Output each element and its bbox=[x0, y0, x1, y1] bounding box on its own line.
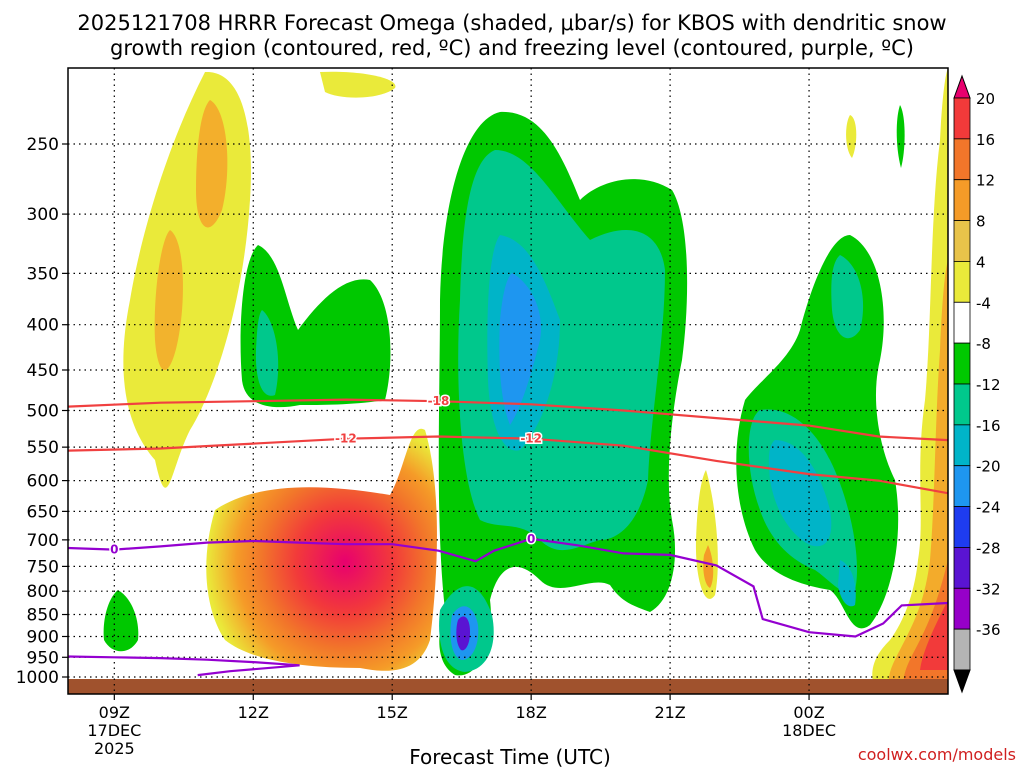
contour-line bbox=[68, 435, 948, 495]
omega-region-descent-main-midday-c3 bbox=[499, 273, 541, 425]
y-tick-label: 800 bbox=[27, 582, 59, 602]
contour-label: -18 bbox=[428, 394, 450, 408]
colorbar-label: -4 bbox=[976, 294, 991, 312]
colorbar-label: -32 bbox=[976, 580, 1001, 598]
contour-label: 0 bbox=[527, 532, 535, 546]
colorbar-bin bbox=[953, 465, 971, 507]
colorbar-bin bbox=[953, 383, 971, 426]
colorbar-bottom-arrow bbox=[953, 669, 971, 694]
colorbar-label: 20 bbox=[976, 90, 995, 108]
y-tick-label: 850 bbox=[27, 606, 59, 626]
omega-region-ascent-top bbox=[320, 71, 396, 98]
x-tick-label: 18Z bbox=[515, 703, 546, 722]
y-tick-label: 500 bbox=[27, 402, 59, 422]
y-tick-label: 600 bbox=[27, 472, 59, 492]
x-tick-label: 17DEC bbox=[87, 721, 141, 740]
colorbar-label: -20 bbox=[976, 458, 1001, 476]
colorbar-label: -16 bbox=[976, 417, 1001, 435]
contour-label: 0 bbox=[110, 543, 118, 557]
credit-text: coolwx.com/models bbox=[858, 745, 1016, 764]
x-tick-label: 18DEC bbox=[782, 721, 836, 740]
colorbar: 20 16 12 8 4 -4 -8 -12 -16 -20 -24 -28 -32 -36 bbox=[953, 74, 1001, 694]
colorbar-label: 16 bbox=[976, 131, 995, 149]
y-tick-label: 900 bbox=[27, 627, 59, 647]
x-tick-label: 00Z bbox=[793, 703, 824, 722]
omega-region-descent-evening-c4 bbox=[838, 560, 856, 607]
plot-frame bbox=[67, 67, 949, 695]
y-tick-label: 1000 bbox=[16, 668, 59, 688]
colorbar-bin bbox=[953, 261, 971, 303]
omega-region-ascent-late-c1 bbox=[888, 260, 948, 690]
contour-line bbox=[68, 655, 300, 677]
colorbar-label: -28 bbox=[976, 539, 1001, 557]
y-tick-label: 650 bbox=[27, 502, 59, 522]
omega-region-ascent-late bbox=[872, 68, 948, 690]
omega-region-small-descent bbox=[896, 105, 905, 168]
grid-lines bbox=[68, 68, 948, 694]
contour-label: -12 bbox=[335, 432, 357, 446]
contour-label: -12 bbox=[520, 432, 542, 446]
y-tick-label: 300 bbox=[27, 205, 59, 225]
omega-region-descent-evening-c1 bbox=[831, 255, 864, 339]
y-tick-label: 250 bbox=[27, 135, 59, 155]
x-tick-label: 09Z bbox=[99, 703, 130, 722]
colorbar-bin bbox=[953, 506, 971, 548]
colorbar-label: -12 bbox=[976, 376, 1001, 394]
colorbar-bin bbox=[953, 301, 971, 344]
chart-title-line1: 2025121708 HRRR Forecast Omega (shaded, … bbox=[77, 11, 946, 35]
omega-region-descent-evening-c3 bbox=[768, 440, 832, 547]
contour-line bbox=[68, 398, 948, 442]
colorbar-label: -8 bbox=[976, 335, 991, 353]
y-tick-label: 400 bbox=[27, 316, 59, 336]
omega-region-descent-low-level-core3 bbox=[456, 616, 470, 651]
colorbar-bin bbox=[953, 424, 971, 467]
y-tick-label: 750 bbox=[27, 557, 59, 577]
colorbar-bin bbox=[953, 179, 971, 221]
omega-region-ascent-left-upper-core bbox=[196, 100, 228, 228]
omega-region-ascent-narrow-core bbox=[703, 545, 714, 588]
omega-region-ascent-left-upper-core2 bbox=[154, 230, 183, 370]
x-tick-label: 12Z bbox=[238, 703, 269, 722]
colorbar-label: 8 bbox=[976, 213, 986, 231]
colorbar-bin bbox=[953, 587, 971, 630]
y-axis: 2503003504004505005506006507007508008509… bbox=[16, 135, 68, 688]
x-tick-label: 21Z bbox=[654, 703, 685, 722]
y-tick-label: 550 bbox=[27, 438, 59, 458]
colorbar-top-arrow bbox=[953, 74, 971, 99]
y-tick-label: 950 bbox=[27, 648, 59, 668]
colorbar-label: 12 bbox=[976, 172, 995, 190]
omega-region-descent-upper-morning-core bbox=[255, 310, 279, 396]
y-tick-label: 450 bbox=[27, 361, 59, 381]
chart-title-line2: growth region (contoured, red, ºC) and f… bbox=[110, 36, 914, 60]
contour-line bbox=[68, 537, 948, 638]
y-tick-label: 350 bbox=[27, 264, 59, 284]
colorbar-label: 4 bbox=[976, 253, 986, 271]
colorbar-bin bbox=[953, 220, 971, 262]
x-tick-label: 2025 bbox=[94, 739, 135, 758]
colorbar-bin bbox=[953, 628, 971, 671]
colorbar-bin bbox=[953, 97, 971, 140]
colorbar-bin bbox=[953, 547, 971, 589]
y-tick-label: 700 bbox=[27, 531, 59, 551]
x-axis-label: Forecast Time (UTC) bbox=[409, 745, 611, 768]
omega-region-small-ascent bbox=[846, 115, 857, 158]
omega-region-ascent-late-c3 bbox=[920, 600, 948, 670]
colorbar-bin bbox=[953, 138, 971, 181]
colorbar-bin bbox=[953, 342, 971, 385]
colorbar-label: -36 bbox=[976, 621, 1001, 639]
x-tick-label: 15Z bbox=[377, 703, 408, 722]
omega-region-ascent-low-level-morning bbox=[206, 428, 437, 671]
colorbar-label: -24 bbox=[976, 499, 1001, 517]
ground-strip bbox=[68, 679, 948, 694]
contour-lines: -18 -12 -12 0 0 bbox=[68, 393, 948, 677]
